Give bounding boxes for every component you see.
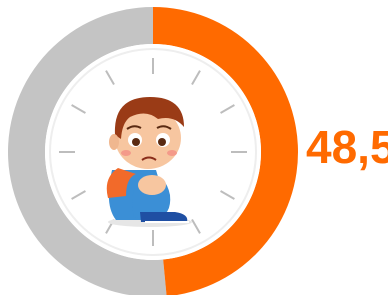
value-label: 48,5	[306, 121, 388, 173]
chart: 48,5	[0, 0, 388, 295]
